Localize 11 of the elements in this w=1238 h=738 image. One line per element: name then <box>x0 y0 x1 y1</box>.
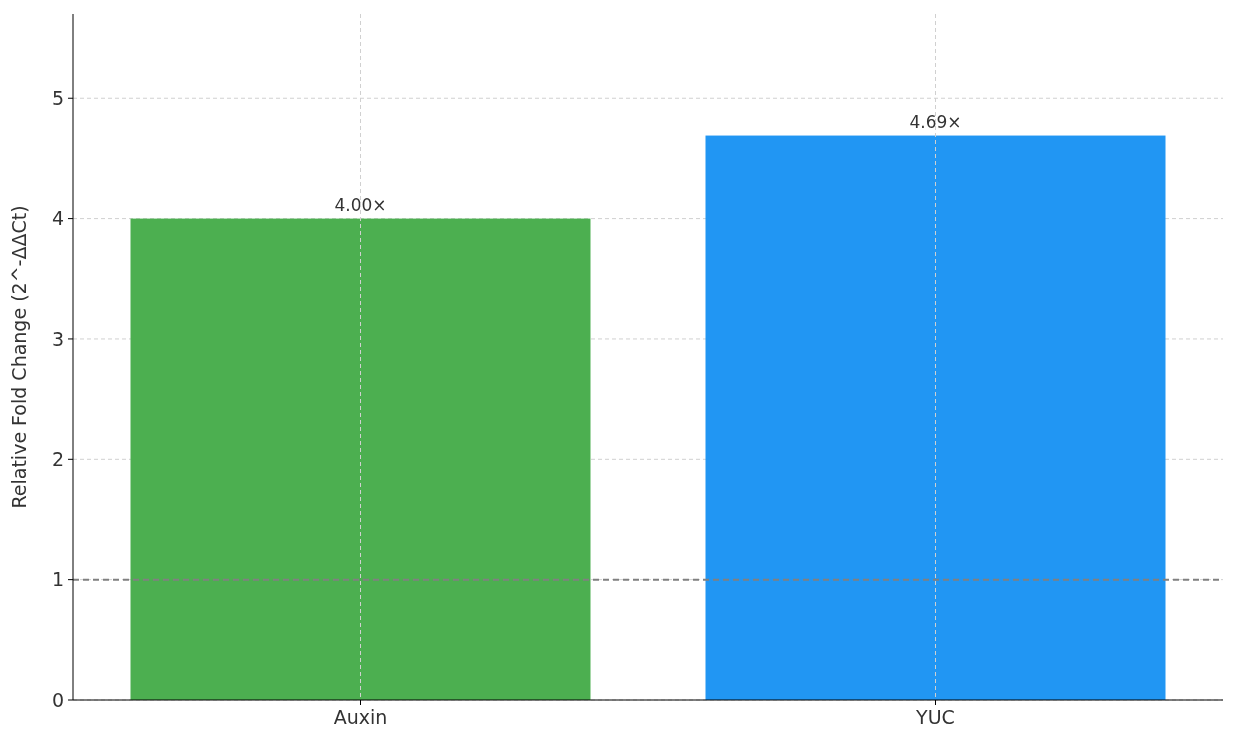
y-tick-label: 2 <box>51 447 64 470</box>
data-label: 4.00× <box>334 194 387 215</box>
x-tick-label: YUC <box>915 706 955 728</box>
data-label: 4.69× <box>909 111 962 132</box>
y-tick-label: 1 <box>51 568 64 591</box>
y-axis-title: Relative Fold Change (2^-ΔΔCt) <box>8 205 30 509</box>
y-tick-label: 3 <box>51 327 64 350</box>
y-tick-label: 5 <box>51 86 64 109</box>
y-tick-label: 4 <box>51 207 64 230</box>
y-tick-label: 0 <box>51 688 64 711</box>
x-tick-label: Auxin <box>333 706 388 728</box>
